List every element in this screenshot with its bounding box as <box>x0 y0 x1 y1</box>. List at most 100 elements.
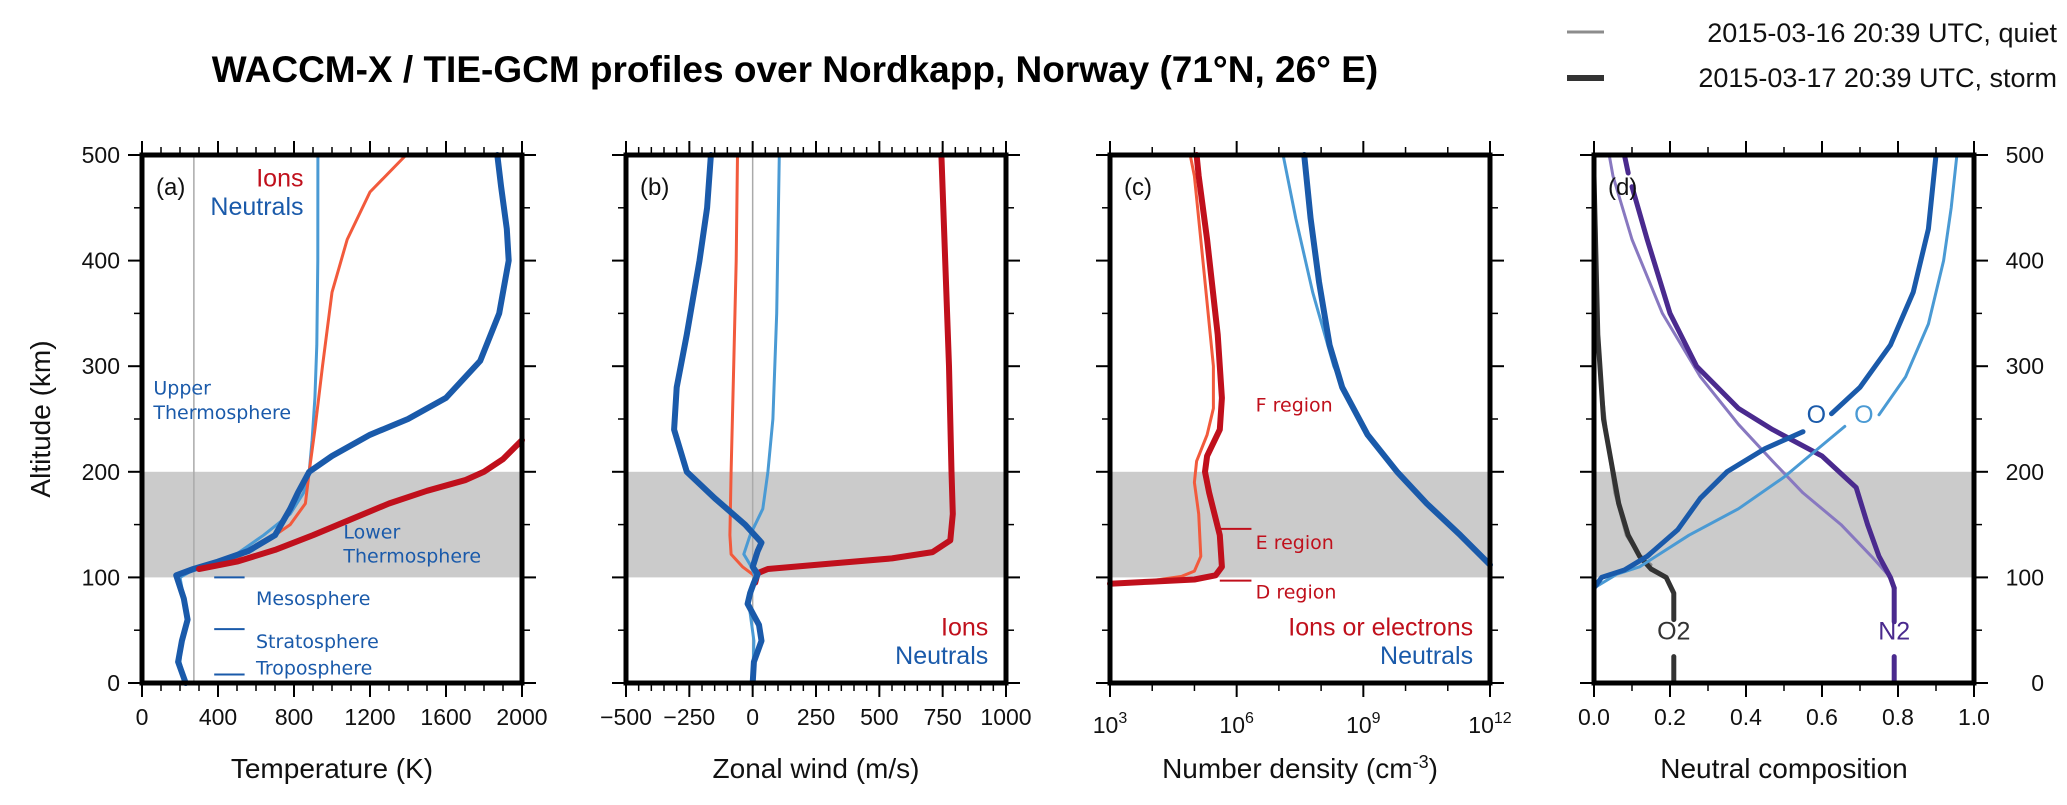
x-tick-label: 0.0 <box>1578 704 1610 730</box>
x-tick-label: 750 <box>923 704 961 730</box>
panel-d-neutral-composition: O O O2 N2 (d) 0.0 0.2 0.4 0.6 0.8 1.0 0 100 200 300 400… <box>1578 141 2044 784</box>
x-tick-label: 250 <box>797 704 835 730</box>
y-tick-label: 400 <box>2006 248 2044 274</box>
panel-letter: (d) <box>1608 174 1637 201</box>
x-tick-label: −250 <box>663 704 715 730</box>
y-tick-label: 100 <box>2006 564 2044 590</box>
series-line-n2-storm-upper <box>1629 184 1897 591</box>
x-tick-label: 2000 <box>496 704 547 730</box>
tick-base: 10 <box>1468 712 1494 738</box>
annotation-label: F region <box>1256 395 1333 417</box>
series-line-o-storm-a <box>1591 429 1806 686</box>
tick-exponent: 12 <box>1494 710 1512 727</box>
x-tick-label: 0.8 <box>1882 704 1914 730</box>
y-tick-label: 200 <box>82 459 120 485</box>
x-tick-label: 1012 <box>1468 710 1511 738</box>
y-axis-label: Altitude (km) <box>25 340 56 497</box>
y-tick-label: 300 <box>82 353 120 379</box>
panel-letter: (c) <box>1124 174 1152 201</box>
y-tick-label: 400 <box>82 248 120 274</box>
annotation-label: N2 <box>1878 618 1910 646</box>
legend: 2015-03-16 20:39 UTC, quiet 2015-03-17 2… <box>1567 18 2057 93</box>
x-tick-label: 1.0 <box>1958 704 1990 730</box>
x-axis-label: Number density (cm-3) <box>1162 752 1438 784</box>
y-tick-label: 100 <box>82 564 120 590</box>
x-tick-label: 0 <box>746 704 759 730</box>
annotation-label: Thermosphere <box>342 546 481 568</box>
x-tick-label: 0 <box>136 704 149 730</box>
series-line-o2-storm <box>1591 173 1677 686</box>
series-line-n2-quiet <box>1607 153 1892 579</box>
x-axis-label: Zonal wind (m/s) <box>713 753 920 784</box>
series-line-n2-storm-top <box>1621 152 1631 176</box>
series-line-ions-quiet <box>728 153 756 577</box>
y-tick-label: 200 <box>2006 459 2044 485</box>
tick-exponent: 9 <box>1372 710 1381 727</box>
series-line-ions-storm <box>752 152 956 586</box>
annotation-label: Ions <box>256 165 303 193</box>
annotation-label: Neutrals <box>1380 642 1473 670</box>
x-tick-label: 400 <box>199 704 237 730</box>
x-tick-label: 1200 <box>344 704 395 730</box>
figure-title: WACCM-X / TIE-GCM profiles over Nordkapp… <box>212 49 1379 90</box>
x-tick-label: 1000 <box>980 704 1031 730</box>
annotation-label: E region <box>1256 532 1334 554</box>
tick-base: 10 <box>1346 712 1372 738</box>
x-tick-label: 0.4 <box>1730 704 1762 730</box>
x-tick-label: 1600 <box>420 704 471 730</box>
panel-a-temperature: IonsNeutralsUpperThermosphereLowerThermo… <box>25 141 548 784</box>
panel-c-number-density: F region E region D region Ions or electron… <box>1093 141 1512 784</box>
x-tick-label: 0.6 <box>1806 704 1838 730</box>
panel-letter: (a) <box>156 174 185 201</box>
y-tick-label: 0 <box>2031 670 2044 696</box>
annotation-label: Stratosphere <box>256 631 379 653</box>
series-line-ions-storm <box>196 437 525 572</box>
panel-letter: (b) <box>640 174 669 201</box>
x-axis-label: Neutral composition <box>1660 753 1907 784</box>
annotation-label: Neutrals <box>210 193 303 221</box>
shaded-band-100-200km <box>1594 471 1974 578</box>
x-tick-label: −500 <box>600 704 652 730</box>
x-tick-label: 0.2 <box>1654 704 1686 730</box>
tick-base: 10 <box>1219 712 1245 738</box>
annotation-label: Troposphere <box>255 658 372 680</box>
x-tick-label: 109 <box>1346 710 1381 738</box>
series-line-neutrals-storm <box>671 152 765 686</box>
x-tick-label: 103 <box>1093 710 1128 738</box>
x-axis-label-part: Number density (cm <box>1162 753 1413 784</box>
x-axis-label-part: ) <box>1429 753 1438 784</box>
annotation-label: D region <box>1256 582 1337 604</box>
plot-frame <box>1591 152 1977 686</box>
series-line-neutrals-storm <box>1301 152 1493 568</box>
legend-label-storm: 2015-03-17 20:39 UTC, storm <box>1698 63 2057 93</box>
tick-exponent: 3 <box>1118 710 1127 727</box>
shaded-band-100-200km <box>1110 471 1490 578</box>
x-tick-label: 500 <box>860 704 898 730</box>
annotation-label: Mesosphere <box>256 588 370 610</box>
tick-base: 10 <box>1093 712 1119 738</box>
series-line-ions-quiet <box>1108 153 1215 586</box>
y-tick-label: 500 <box>82 142 120 168</box>
annotation-label: Ions or electrons <box>1288 613 1473 641</box>
annotation-label: Ions <box>941 613 988 641</box>
x-tick-label: 800 <box>275 704 313 730</box>
annotation-label: Lower <box>343 521 400 543</box>
annotation-label: O <box>1854 401 1873 429</box>
x-axis-label: Temperature (K) <box>231 753 433 784</box>
shaded-band-100-200km <box>626 471 1006 578</box>
x-axis-label-part: -3 <box>1413 752 1429 772</box>
series-line-o-quiet-b <box>1877 153 1959 417</box>
annotation-label: O2 <box>1657 618 1690 646</box>
annotation-label: Thermosphere <box>152 402 291 424</box>
series-line-ions-storm <box>1107 152 1225 587</box>
y-tick-label: 500 <box>2006 142 2044 168</box>
tick-exponent: 6 <box>1245 710 1254 727</box>
annotation-label: O <box>1807 401 1826 429</box>
x-tick-label: 106 <box>1219 710 1254 738</box>
annotation-label: Upper <box>153 378 211 400</box>
annotation-label: Neutrals <box>895 642 988 670</box>
y-tick-label: 0 <box>107 670 120 696</box>
series-line-neutrals-storm <box>173 152 512 686</box>
y-tick-label: 300 <box>2006 353 2044 379</box>
